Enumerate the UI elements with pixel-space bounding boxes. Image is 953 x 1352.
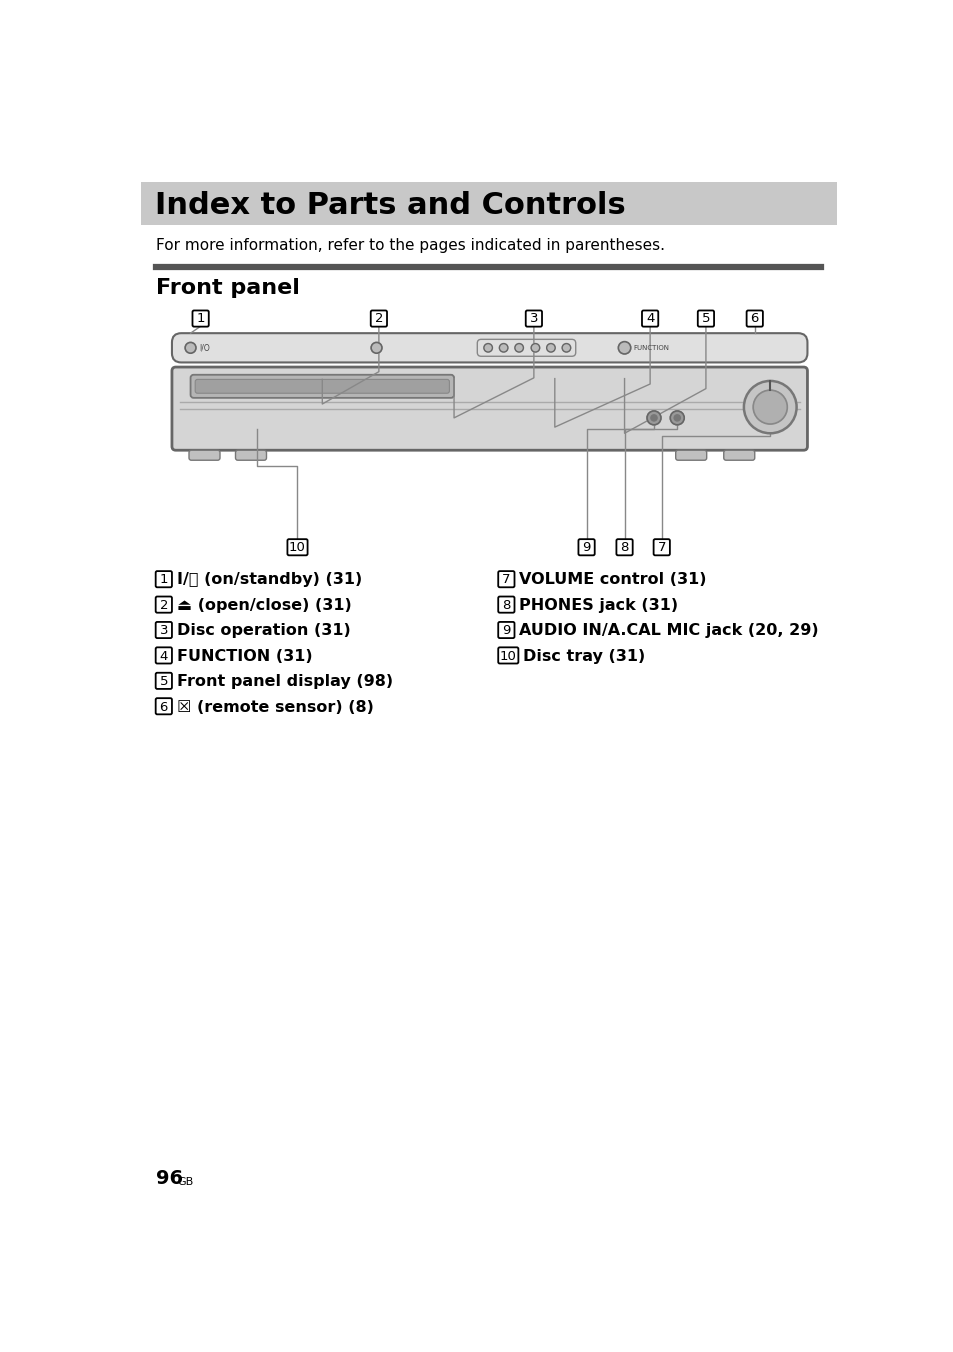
FancyBboxPatch shape	[371, 311, 387, 327]
FancyBboxPatch shape	[497, 648, 517, 664]
FancyBboxPatch shape	[155, 673, 172, 690]
Text: 2: 2	[375, 312, 383, 326]
Text: 8: 8	[501, 599, 510, 612]
Circle shape	[371, 342, 381, 353]
Text: 5: 5	[159, 675, 168, 688]
Text: FUNCTION: FUNCTION	[633, 345, 669, 352]
Circle shape	[743, 381, 796, 433]
FancyBboxPatch shape	[191, 375, 454, 397]
Text: AUDIO IN/A.CAL MIC jack (20, 29): AUDIO IN/A.CAL MIC jack (20, 29)	[518, 623, 818, 638]
Text: Disc tray (31): Disc tray (31)	[522, 649, 644, 664]
FancyBboxPatch shape	[525, 311, 541, 327]
Text: 96: 96	[156, 1169, 183, 1188]
Text: ⏏ (open/close) (31): ⏏ (open/close) (31)	[176, 598, 351, 612]
Circle shape	[531, 343, 539, 352]
Circle shape	[618, 342, 630, 354]
Circle shape	[515, 343, 523, 352]
Circle shape	[646, 411, 660, 425]
Text: GB: GB	[177, 1176, 193, 1187]
Text: Front panel display (98): Front panel display (98)	[176, 675, 393, 690]
Text: I/O: I/O	[199, 343, 210, 353]
FancyBboxPatch shape	[155, 596, 172, 612]
Text: Disc operation (31): Disc operation (31)	[176, 623, 350, 638]
FancyBboxPatch shape	[287, 539, 307, 556]
Text: Index to Parts and Controls: Index to Parts and Controls	[154, 191, 625, 220]
FancyBboxPatch shape	[578, 539, 594, 556]
Circle shape	[483, 343, 492, 352]
FancyBboxPatch shape	[235, 450, 266, 460]
FancyBboxPatch shape	[616, 539, 632, 556]
FancyBboxPatch shape	[195, 380, 449, 393]
Circle shape	[674, 415, 679, 420]
Text: 3: 3	[529, 312, 537, 326]
Text: 8: 8	[619, 541, 628, 554]
Circle shape	[670, 411, 683, 425]
Text: VOLUME control (31): VOLUME control (31)	[518, 572, 706, 588]
FancyBboxPatch shape	[155, 648, 172, 664]
FancyBboxPatch shape	[675, 450, 706, 460]
FancyBboxPatch shape	[497, 596, 514, 612]
FancyBboxPatch shape	[172, 333, 806, 362]
Circle shape	[185, 342, 195, 353]
Text: 2: 2	[159, 599, 168, 612]
FancyBboxPatch shape	[155, 622, 172, 638]
Circle shape	[650, 415, 657, 420]
Text: 3: 3	[159, 625, 168, 637]
FancyBboxPatch shape	[172, 366, 806, 450]
FancyBboxPatch shape	[189, 450, 220, 460]
FancyBboxPatch shape	[746, 311, 762, 327]
Text: 10: 10	[289, 541, 306, 554]
Circle shape	[753, 391, 786, 425]
Text: 4: 4	[645, 312, 654, 326]
FancyBboxPatch shape	[497, 571, 514, 587]
Text: ☒ (remote sensor) (8): ☒ (remote sensor) (8)	[176, 699, 373, 714]
Text: 6: 6	[750, 312, 759, 326]
Text: 6: 6	[159, 700, 168, 714]
Text: PHONES jack (31): PHONES jack (31)	[518, 598, 678, 612]
Text: 9: 9	[581, 541, 590, 554]
FancyBboxPatch shape	[155, 571, 172, 587]
FancyBboxPatch shape	[723, 450, 754, 460]
Text: 5: 5	[701, 312, 709, 326]
FancyBboxPatch shape	[141, 183, 836, 226]
Text: 1: 1	[196, 312, 205, 326]
FancyBboxPatch shape	[653, 539, 669, 556]
Text: 4: 4	[159, 650, 168, 662]
FancyBboxPatch shape	[155, 698, 172, 714]
FancyBboxPatch shape	[697, 311, 713, 327]
Text: I/⏻ (on/standby) (31): I/⏻ (on/standby) (31)	[176, 572, 361, 588]
Text: FUNCTION (31): FUNCTION (31)	[176, 649, 312, 664]
Text: 9: 9	[501, 625, 510, 637]
Text: 7: 7	[657, 541, 665, 554]
Text: Front panel: Front panel	[156, 277, 300, 297]
FancyBboxPatch shape	[641, 311, 658, 327]
FancyBboxPatch shape	[497, 622, 514, 638]
Text: For more information, refer to the pages indicated in parentheses.: For more information, refer to the pages…	[156, 238, 665, 253]
Text: 7: 7	[501, 573, 510, 587]
Text: 1: 1	[159, 573, 168, 587]
Circle shape	[546, 343, 555, 352]
Circle shape	[561, 343, 570, 352]
Circle shape	[498, 343, 507, 352]
Text: 10: 10	[499, 650, 517, 662]
FancyBboxPatch shape	[193, 311, 209, 327]
